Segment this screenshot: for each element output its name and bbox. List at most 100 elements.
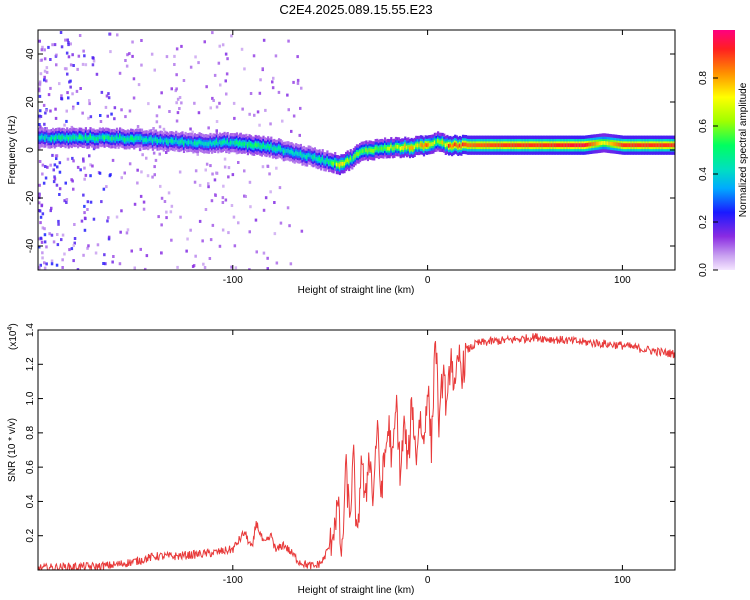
- ridge-cell: [44, 136, 47, 140]
- ridge-cell: [380, 146, 384, 151]
- ridge-cell: [83, 136, 86, 141]
- ridge-cell: [387, 146, 390, 151]
- noise-cell: [155, 114, 159, 118]
- noise-cell: [178, 170, 182, 174]
- noise-cell: [144, 267, 147, 270]
- snr-xlabel: Height of straight line (km): [298, 585, 415, 596]
- ridge-cell: [508, 143, 511, 148]
- noise-cell: [57, 222, 60, 226]
- ridge-cell: [207, 142, 211, 147]
- ridge-cell: [401, 146, 404, 150]
- ridge-cell: [304, 154, 307, 159]
- noise-cell: [234, 266, 238, 270]
- noise-cell: [39, 115, 43, 118]
- noise-cell: [224, 198, 228, 202]
- ridge-cell: [368, 148, 371, 152]
- ridge-cell: [175, 138, 178, 143]
- spectrogram-axes: -100 0 100 -40 -20 0 20 40: [25, 30, 675, 286]
- noise-cell: [133, 202, 137, 206]
- noise-cell: [40, 58, 43, 62]
- noise-cell: [262, 208, 266, 212]
- snr-ytick-label: 1.2: [25, 357, 36, 371]
- ridge-cell: [61, 135, 64, 140]
- snr-axes: -100 0 100 0.2 0.4 0.6 0.8 1.0 1.2 1.4: [25, 323, 675, 586]
- ridge-cell: [59, 136, 62, 141]
- ridge-cell: [427, 142, 430, 147]
- ridge-cell: [357, 152, 360, 156]
- noise-cell: [207, 126, 210, 130]
- ridge-cell: [447, 144, 451, 148]
- noise-cell: [269, 190, 272, 194]
- noise-cell: [248, 230, 251, 234]
- noise-cell: [87, 244, 90, 248]
- ridge-cell: [265, 145, 268, 150]
- noise-cell: [140, 39, 143, 42]
- ridge-cell: [229, 140, 232, 145]
- ridge-cell: [424, 142, 427, 147]
- ridge-cell: [75, 135, 78, 140]
- ridge-cell: [466, 143, 469, 148]
- noise-cell: [218, 244, 222, 248]
- ridge-cell: [240, 142, 243, 147]
- noise-cell: [72, 159, 75, 163]
- ridge-cell: [461, 142, 465, 147]
- ridge-cell: [572, 143, 575, 148]
- ridge-cell: [195, 141, 198, 146]
- noise-cell: [230, 204, 234, 207]
- noise-cell: [258, 91, 262, 95]
- ridge-cell: [253, 144, 256, 149]
- noise-cell: [71, 53, 74, 57]
- noise-cell: [128, 162, 132, 166]
- ridge-cell: [469, 143, 472, 148]
- ridge-cell: [432, 142, 435, 146]
- ridge-cell: [66, 135, 69, 139]
- ridge-cell: [457, 144, 460, 149]
- ridge-cell: [639, 143, 642, 148]
- noise-cell: [132, 77, 136, 81]
- noise-cell: [75, 89, 79, 93]
- noise-cell: [70, 178, 73, 182]
- noise-cell: [277, 90, 281, 94]
- ridge-cell: [647, 143, 650, 148]
- ridge-cell: [455, 143, 458, 147]
- ridge-cell: [430, 142, 433, 147]
- ridge-cell: [218, 140, 221, 144]
- noise-cell: [165, 210, 168, 214]
- noise-cell: [173, 54, 176, 58]
- ridge-cell: [360, 149, 363, 154]
- ridge-cell: [260, 145, 264, 149]
- ridge-cell: [664, 143, 667, 148]
- ridge-cell: [558, 143, 561, 148]
- noise-cell: [191, 130, 194, 134]
- spectrogram-heatmap: [38, 31, 675, 270]
- noise-cell: [86, 246, 89, 250]
- ridge-cell: [98, 135, 101, 139]
- noise-cell: [158, 105, 161, 109]
- noise-cell: [218, 44, 221, 48]
- ridge-cell: [159, 138, 162, 143]
- noise-cell: [58, 161, 62, 165]
- noise-cell: [150, 52, 154, 56]
- ridge-cell: [290, 149, 293, 154]
- noise-cell: [153, 173, 156, 177]
- noise-cell: [189, 65, 193, 69]
- noise-cell: [58, 82, 61, 86]
- noise-cell: [118, 262, 122, 266]
- noise-cell: [208, 257, 212, 260]
- noise-cell: [179, 215, 182, 219]
- noise-cell: [61, 258, 64, 262]
- ridge-cell: [323, 159, 326, 164]
- noise-cell: [145, 156, 148, 160]
- ridge-cell: [122, 136, 125, 141]
- ridge-cell: [625, 143, 628, 148]
- ridge-cell: [343, 161, 346, 166]
- ridge-cell: [365, 148, 368, 152]
- ridge-cell: [666, 143, 669, 148]
- ridge-cell: [561, 143, 564, 148]
- noise-cell: [211, 96, 214, 100]
- noise-cell: [64, 38, 67, 42]
- noise-cell: [123, 171, 126, 175]
- ridge-cell: [465, 142, 468, 147]
- noise-cell: [38, 160, 42, 163]
- noise-cell: [77, 54, 81, 58]
